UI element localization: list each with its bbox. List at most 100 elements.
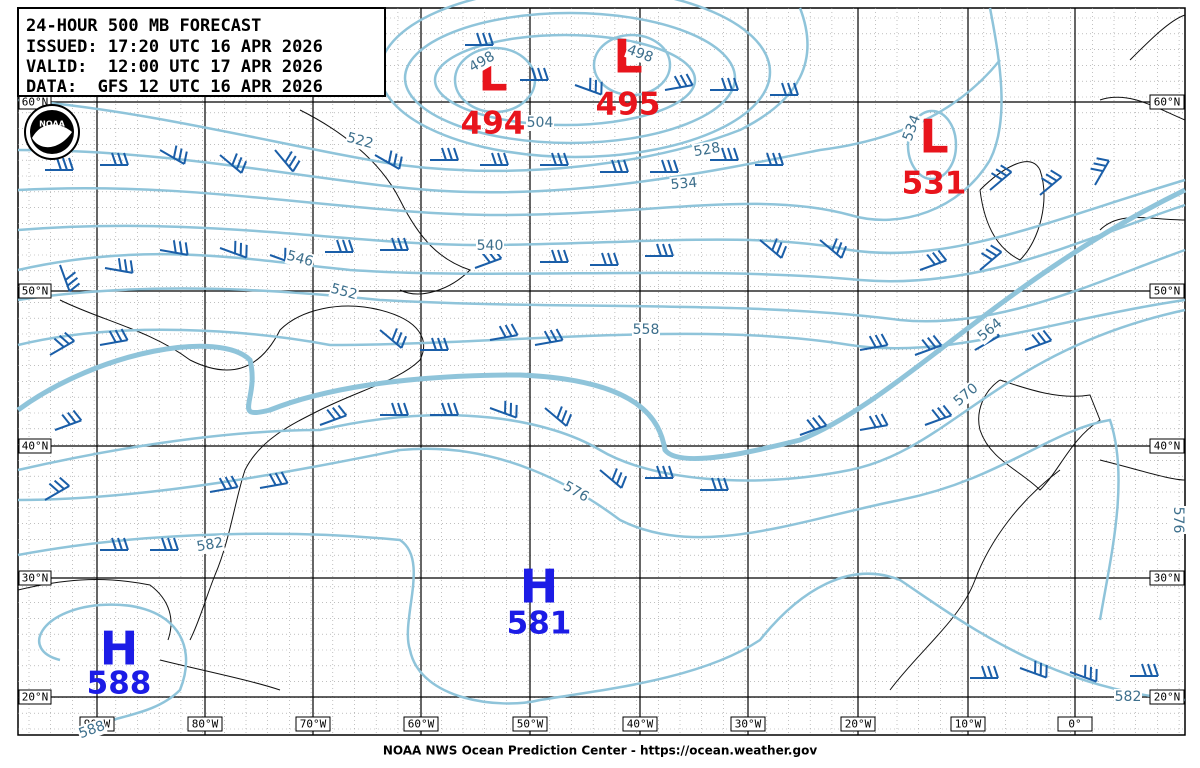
barb-flag [447,147,453,161]
barb-flag [1141,663,1147,677]
lon-label: 0° [1068,718,1081,731]
barb-flag [557,152,563,166]
barb-flag [551,249,557,263]
lat-label: 30°N [22,572,49,585]
barb-flag [120,328,129,341]
barb-flag [1093,162,1107,167]
barb-shaft [1039,176,1063,196]
contour [17,203,1186,283]
contour-label-bg [974,314,1006,346]
wind-barb [645,243,674,257]
lon-label-box [295,716,331,732]
wind-barb [1090,157,1110,186]
barb-flag [62,157,68,171]
lon-label: 80°W [192,718,219,731]
lon-label: 40°W [627,718,654,731]
lat-label: 50°N [1154,285,1181,298]
lat-label-box [18,283,52,299]
barb-flag [560,410,568,423]
barb-flag [123,259,128,272]
wind-barb [100,152,129,166]
barb-flag [326,408,336,421]
barb-flag [431,337,437,351]
coastline [59,299,425,641]
barb-shaft [59,264,71,292]
center-value: 588 [87,666,152,702]
wind-barb [924,404,953,426]
contour-label-bg [669,174,699,194]
barb-flag [230,475,239,488]
barb-flag [673,159,679,173]
barb-flag [766,152,772,166]
barb-flag [274,472,283,485]
wind-barbs [44,32,1159,683]
lon-label: 70°W [300,718,327,731]
wind-barb [159,145,188,165]
lat-label: 40°N [22,440,49,453]
barb-flag [342,239,348,253]
lat-label: 40°N [1154,440,1181,453]
barb-flag [488,32,494,46]
barb-flag [218,477,227,490]
barb-flag [656,243,662,257]
lat-label: 20°N [22,691,49,704]
labels: 90°W80°W70°W60°W50°W40°W30°W20°W10°W0°60… [18,30,1186,743]
lon-label-box [1057,716,1093,732]
barb-flag [880,333,889,346]
barb-shaft [219,247,247,259]
center-value: 531 [902,166,967,202]
wind-barb [970,665,999,679]
wind-barb [325,239,354,253]
barb-flag [67,411,77,424]
barb-shaft [1094,160,1110,186]
wind-barb [274,149,301,173]
contour-label: 522 [345,130,375,152]
wind-barb [420,337,449,351]
lat-label-box [1149,283,1185,299]
contour-label-bg [344,129,376,153]
wind-barb [919,249,948,271]
barb-flag [937,406,947,419]
wind-barb [650,159,679,173]
barb-flag [615,472,623,485]
barb-flag [183,151,188,165]
barb-flag [288,155,297,168]
barb-flag [563,152,569,166]
barb-shaft [259,482,288,489]
barb-flag [1037,331,1047,344]
barb-flag [727,147,733,161]
wind-barb [379,328,408,349]
barb-flag [173,537,179,551]
barb-flag [733,77,739,91]
wind-barb [59,264,81,293]
barb-flag [245,244,248,258]
barb-flag [48,482,60,493]
barb-flag [601,252,607,266]
barb-flag [1095,668,1098,682]
barb-flag [1042,329,1053,342]
contour-label-bg [950,379,982,411]
wind-barb [664,73,694,91]
lon-label-box [730,716,766,732]
barb-flag [556,406,563,419]
contour [17,7,809,173]
barb-flag [184,242,189,256]
lon-label-box [840,716,876,732]
barb-flag [1039,662,1043,676]
barb-flag [129,260,134,274]
barb-flag [874,334,883,347]
contour [592,33,672,97]
barb-flag [178,241,183,254]
barb-flag [178,148,183,162]
barb-flag [563,249,569,263]
contour-label-bg [899,112,925,144]
barb-flag [1040,177,1053,186]
lon-label: 60°W [408,718,435,731]
barb-flag [723,477,729,491]
barb-shaft [919,259,947,271]
barb-flag [1089,666,1093,680]
barb-shaft [1019,667,1047,679]
contour [433,33,697,127]
wind-barb [259,471,289,489]
barb-flag [397,237,403,251]
